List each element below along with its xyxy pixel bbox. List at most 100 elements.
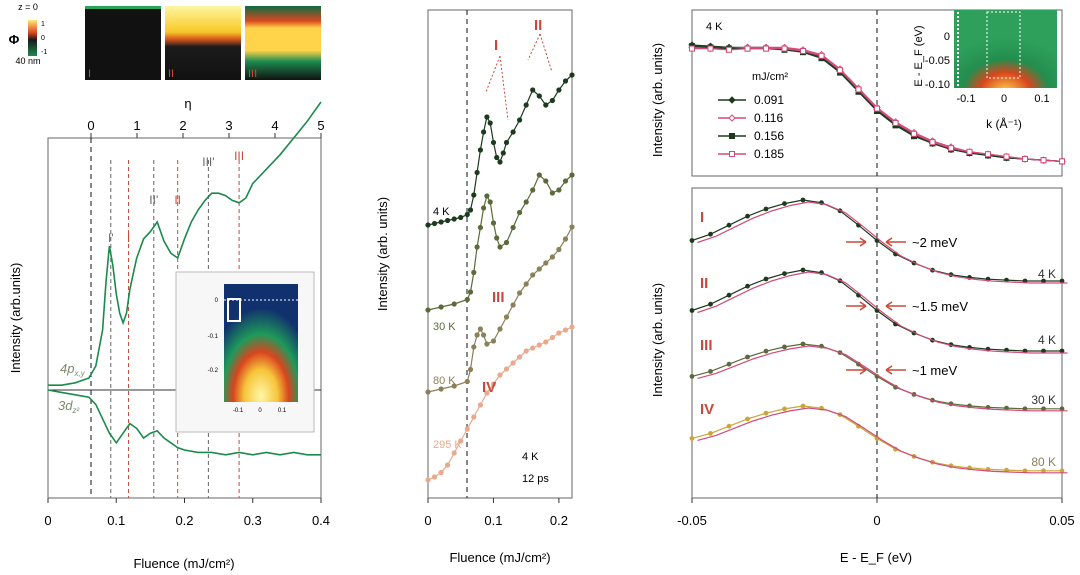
data-point-middle	[451, 301, 457, 307]
data-point-edc-bottom	[800, 197, 806, 203]
data-point-middle	[438, 386, 444, 392]
data-point-middle	[517, 117, 523, 123]
data-point-edc-top	[874, 105, 880, 112]
marker-label: II	[174, 193, 181, 207]
data-point-edc-bottom	[1059, 278, 1065, 284]
arpes-inset-right: E - E_F (eV) 0 -0.05 -0.10 -0.1 0 0.1 k …	[913, 10, 1057, 131]
data-point-edc-bottom	[726, 292, 732, 298]
series-group-edc-top	[688, 41, 1066, 166]
data-point-edc-top	[837, 67, 843, 74]
legend: 0.091 0.116 0.156 0.185	[718, 93, 784, 161]
data-point-edc-bottom	[689, 238, 695, 243]
colorbar-tick-0: 0	[41, 35, 45, 42]
heatmap-II-label: II	[168, 68, 174, 80]
data-point-edc-bottom	[708, 431, 713, 436]
series-group-edc-bottom: I 4 K ~2 meV II 4 K ~1.5 meV III 30 K ~1 meV IV 80…	[689, 197, 1068, 474]
y-axis-label-edc-bottom: Intensity (arb. units)	[650, 283, 665, 397]
data-point-middle	[530, 187, 536, 193]
data-point-edc-top	[818, 52, 825, 59]
data-point-edc-top	[781, 45, 788, 52]
z-top-label: z = 0	[18, 2, 38, 12]
heatmap-II	[165, 6, 241, 80]
data-point-edc-bottom	[1041, 278, 1046, 284]
data-point-middle	[474, 244, 480, 250]
data-point-middle	[569, 324, 575, 330]
data-point-edc-bottom	[1059, 406, 1065, 412]
data-point-edc-bottom	[763, 206, 769, 212]
inset-right-ytick-0: 0	[944, 31, 950, 43]
inset-ytick-0: 0	[215, 298, 219, 304]
data-point-middle	[523, 281, 529, 287]
heatmap-I-label: I	[88, 68, 91, 80]
data-point-middle	[517, 290, 523, 296]
data-point-middle	[481, 205, 487, 211]
legend-label: 0.091	[754, 93, 784, 107]
data-point-edc-top	[1040, 157, 1047, 164]
data-point-edc-bottom	[708, 369, 713, 374]
group-label: I	[700, 209, 704, 226]
x-tick-label-middle: 0.2	[550, 513, 568, 528]
legend-label: 0.156	[754, 129, 784, 143]
heatmap-III-label: III	[248, 68, 257, 80]
top-tick-label: 4	[271, 118, 278, 133]
x-tick-label-edc: 0.05	[1049, 513, 1074, 528]
top-tick-label: 1	[133, 118, 140, 133]
shift-arrow-left	[846, 237, 867, 247]
note-temperature: 4 K	[522, 451, 539, 463]
data-point-middle	[562, 178, 569, 184]
x-tick-label-edc: 0	[873, 513, 880, 528]
data-point-middle	[490, 139, 497, 146]
data-point-edc-top	[929, 139, 936, 146]
data-point-edc-bottom	[745, 354, 750, 360]
inset-image	[224, 284, 298, 402]
data-point-middle	[445, 462, 451, 468]
data-point-edc-bottom	[1059, 468, 1065, 474]
series-line-edc-bottom	[697, 271, 1068, 354]
data-point-middle	[471, 414, 477, 420]
data-point-middle	[497, 159, 503, 165]
top-tick-label: 5	[317, 118, 324, 133]
data-point-edc-bottom	[782, 201, 787, 207]
data-point-edc-bottom	[745, 283, 750, 289]
heatmap-I-top-band	[85, 6, 161, 9]
data-point-middle	[500, 150, 506, 156]
data-point-middle	[569, 72, 575, 78]
top-tick-label: 3	[225, 118, 232, 133]
data-point-middle	[477, 224, 483, 231]
data-point-middle	[497, 326, 503, 332]
inset-right-xlabel: k (Å⁻¹)	[986, 116, 1022, 131]
data-point-middle	[549, 190, 556, 196]
shift-label: ~1 meV	[912, 363, 957, 378]
data-point-middle	[464, 378, 470, 385]
data-point-middle	[467, 366, 474, 373]
annotation-II: II	[534, 17, 542, 34]
data-point-middle	[445, 217, 451, 224]
data-point-edc-bottom	[782, 406, 787, 412]
data-point-edc-top	[689, 45, 695, 52]
data-point-middle	[494, 154, 500, 161]
data-point-middle	[477, 147, 483, 153]
series-label-80K: 80 K	[433, 375, 456, 387]
series-label-3d-sub: z²	[71, 406, 79, 415]
x-axis-label: Fluence (mJ/cm²)	[133, 556, 234, 571]
legend-marker	[729, 151, 735, 157]
data-point-edc-bottom	[800, 341, 806, 347]
data-point-middle	[451, 216, 457, 222]
y-axis-label-edc-top: Intensity (arb. units)	[650, 43, 665, 157]
data-point-middle	[431, 220, 438, 227]
x-tick-label-middle: 0	[424, 513, 431, 528]
data-point-middle	[490, 338, 497, 344]
data-point-middle	[517, 354, 523, 360]
data-point-edc-top	[744, 45, 751, 52]
arpes-inset: 0 -0.1 -0.2 -0.1 0 0.1	[175, 271, 315, 433]
data-point-middle	[471, 344, 477, 350]
data-point-middle	[477, 402, 483, 408]
data-point-edc-bottom	[1041, 348, 1046, 354]
data-point-middle	[477, 326, 483, 332]
data-point-edc-bottom	[689, 436, 695, 441]
inset-ytick-2: -0.2	[208, 368, 219, 374]
inset-right-xtick-2: 0.1	[1034, 93, 1049, 105]
x-axis-ticks: 0 0.1 0.2 0.3 0.4	[44, 498, 330, 528]
series-line-edc-bottom	[697, 407, 1068, 474]
x-tick-label: 0.2	[175, 513, 193, 528]
